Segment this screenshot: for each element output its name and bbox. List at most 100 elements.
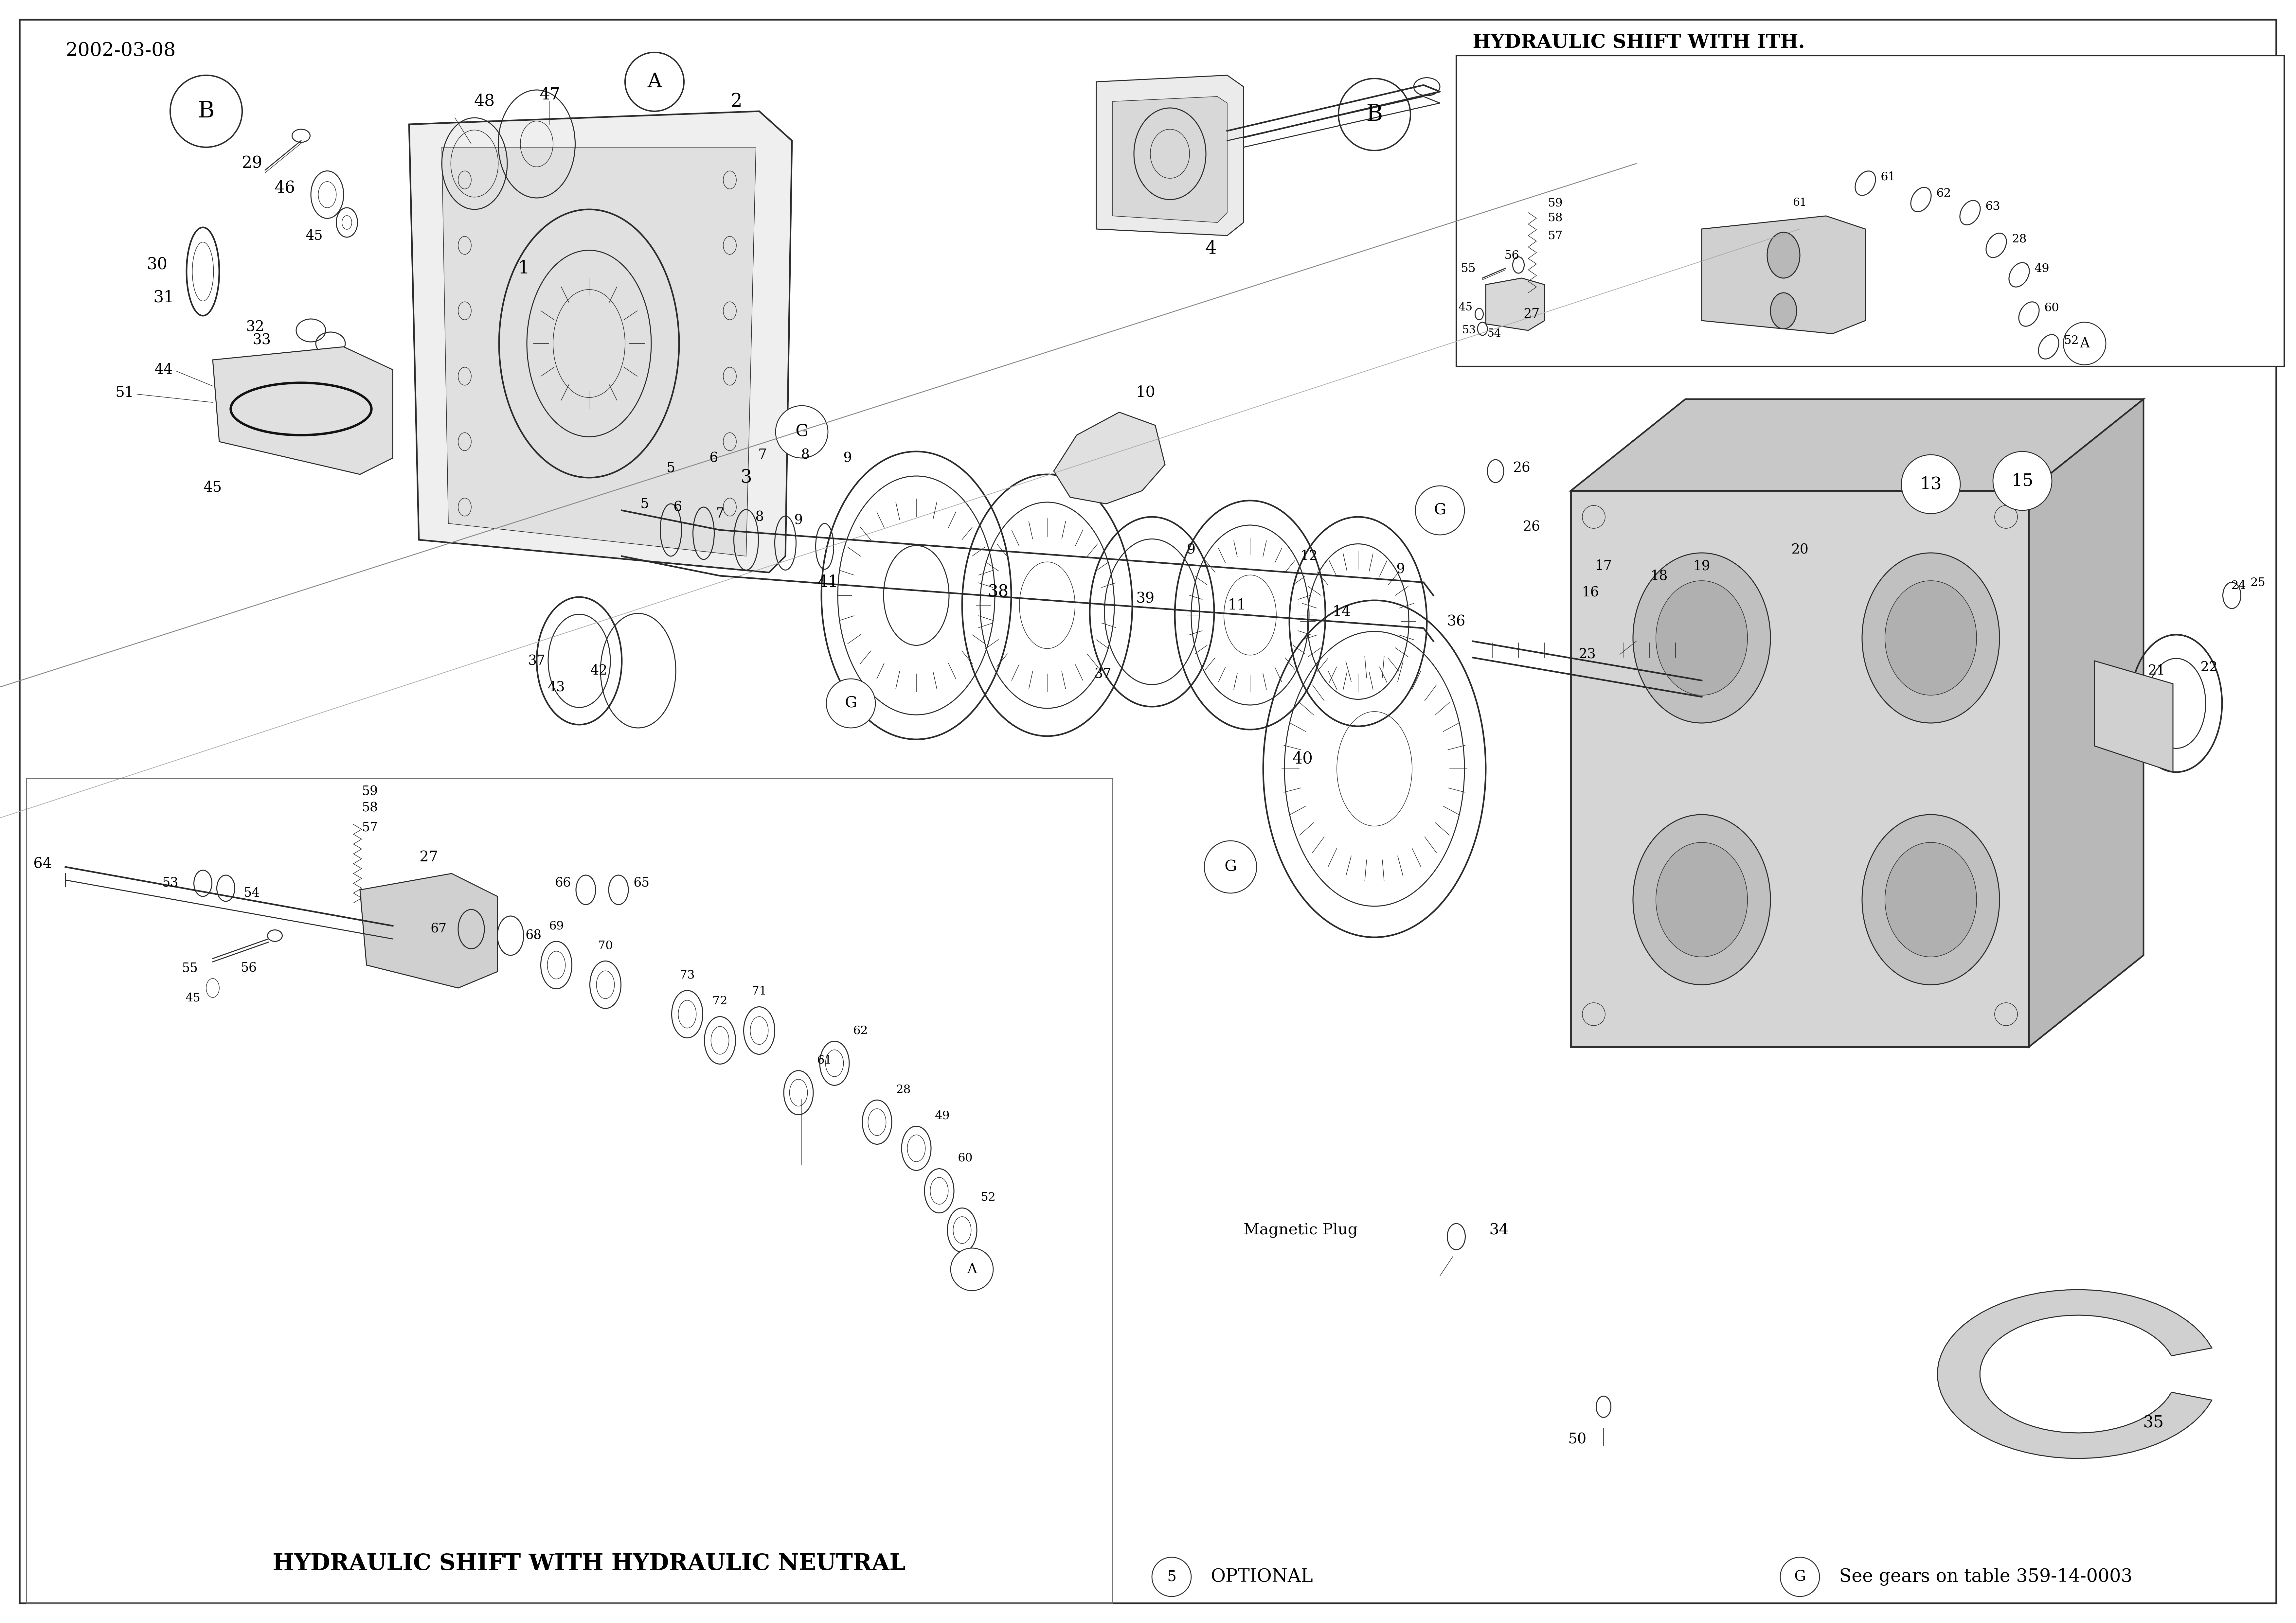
Text: 31: 31	[154, 289, 174, 305]
Text: 62: 62	[854, 1026, 868, 1035]
Text: 27: 27	[420, 850, 439, 863]
Text: 63: 63	[1986, 201, 2000, 211]
Ellipse shape	[1862, 815, 2000, 985]
Text: 12: 12	[1300, 549, 1318, 563]
Text: 57: 57	[1548, 230, 1564, 242]
Text: 9: 9	[1187, 542, 1196, 557]
Text: G: G	[1224, 860, 1238, 875]
Text: G: G	[845, 696, 856, 711]
Ellipse shape	[1632, 553, 1770, 722]
Text: 9: 9	[794, 513, 804, 527]
Text: OPTIONAL: OPTIONAL	[1210, 1568, 1313, 1586]
Text: 34: 34	[1490, 1222, 1508, 1237]
Text: 16: 16	[1582, 586, 1598, 599]
Circle shape	[1779, 1556, 1818, 1597]
Circle shape	[827, 678, 875, 727]
Text: 9: 9	[1396, 563, 1405, 576]
Text: 35: 35	[2142, 1415, 2163, 1431]
Ellipse shape	[1655, 842, 1747, 958]
Text: 25: 25	[2250, 576, 2266, 588]
Text: 60: 60	[957, 1152, 974, 1164]
Text: 40: 40	[1293, 751, 1313, 768]
Text: 3: 3	[739, 469, 751, 487]
Polygon shape	[441, 148, 755, 557]
Circle shape	[951, 1248, 994, 1290]
Ellipse shape	[1862, 553, 2000, 722]
Text: 27: 27	[1525, 308, 1541, 320]
Polygon shape	[1054, 412, 1164, 503]
Ellipse shape	[1885, 581, 1977, 695]
Text: 29: 29	[241, 156, 262, 172]
Text: 5: 5	[666, 461, 675, 474]
Text: 64: 64	[32, 857, 53, 872]
Text: 54: 54	[1488, 328, 1502, 339]
Text: 8: 8	[801, 448, 810, 461]
Ellipse shape	[1632, 815, 1770, 985]
Text: 28: 28	[895, 1084, 912, 1096]
Polygon shape	[1570, 490, 2030, 1047]
Text: 33: 33	[253, 333, 271, 347]
Text: 22: 22	[2200, 661, 2218, 674]
Text: 41: 41	[817, 575, 838, 591]
Polygon shape	[1114, 96, 1226, 222]
Text: 14: 14	[1332, 605, 1350, 618]
Text: 58: 58	[363, 802, 379, 815]
Text: 37: 37	[1095, 667, 1111, 680]
Polygon shape	[1701, 216, 1864, 334]
Text: 45: 45	[305, 229, 324, 242]
Text: 56: 56	[1504, 250, 1520, 261]
Text: G: G	[1793, 1569, 1805, 1584]
Text: 20: 20	[1791, 542, 1809, 557]
Polygon shape	[1486, 278, 1545, 331]
Text: 2002-03-08: 2002-03-08	[67, 42, 177, 60]
Text: 43: 43	[549, 680, 565, 695]
Text: A: A	[2080, 336, 2089, 351]
Text: 7: 7	[716, 506, 723, 521]
Text: 46: 46	[273, 180, 296, 196]
Text: A: A	[647, 71, 661, 91]
Text: 23: 23	[1577, 648, 1596, 661]
Circle shape	[1901, 454, 1961, 513]
Text: 36: 36	[1446, 615, 1465, 628]
Text: 49: 49	[2034, 263, 2050, 274]
Text: 45: 45	[186, 992, 200, 1003]
Text: 6: 6	[709, 451, 719, 464]
Polygon shape	[1938, 1290, 2211, 1459]
Text: 13: 13	[1919, 476, 1942, 492]
Ellipse shape	[1885, 842, 1977, 958]
Text: 5: 5	[1166, 1569, 1176, 1584]
Polygon shape	[1570, 399, 2144, 490]
Text: 66: 66	[556, 878, 572, 889]
Text: 62: 62	[1936, 188, 1952, 198]
Text: 49: 49	[934, 1110, 951, 1121]
Text: 60: 60	[2043, 302, 2060, 313]
Polygon shape	[2094, 661, 2172, 773]
Text: 6: 6	[673, 500, 682, 514]
Text: 61: 61	[1793, 198, 1807, 208]
Text: 11: 11	[1228, 599, 1247, 612]
Text: 51: 51	[115, 386, 133, 399]
Circle shape	[625, 52, 684, 112]
Text: 7: 7	[758, 448, 767, 461]
Text: 8: 8	[755, 510, 765, 524]
Polygon shape	[214, 347, 393, 474]
Text: 50: 50	[1568, 1433, 1587, 1446]
Text: 42: 42	[590, 664, 608, 677]
Text: 21: 21	[2149, 664, 2165, 677]
Text: 70: 70	[597, 940, 613, 951]
Text: 17: 17	[1596, 558, 1612, 573]
Circle shape	[776, 406, 829, 458]
Text: 59: 59	[363, 786, 379, 799]
Text: 67: 67	[429, 923, 448, 935]
Text: 53: 53	[1463, 325, 1476, 336]
Text: 24: 24	[2232, 579, 2245, 591]
Text: 15: 15	[2011, 472, 2034, 489]
Ellipse shape	[1770, 292, 1795, 329]
Text: 30: 30	[147, 256, 168, 273]
Text: 19: 19	[1692, 558, 1711, 573]
Text: 44: 44	[154, 362, 172, 377]
Text: G: G	[794, 424, 808, 440]
Text: B: B	[1366, 104, 1382, 125]
Polygon shape	[409, 112, 792, 573]
Text: 18: 18	[1651, 570, 1667, 583]
